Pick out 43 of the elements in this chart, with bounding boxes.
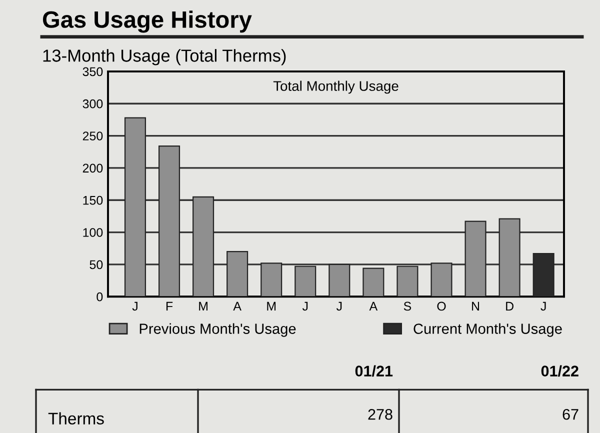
x-tick-label: M [267, 302, 276, 311]
y-tick-label: 50 [90, 260, 103, 270]
x-tick-label: J [302, 302, 308, 311]
y-tick-label: 300 [82, 99, 103, 108]
x-tick-label: S [404, 302, 412, 311]
y-tick-label: 250 [82, 132, 103, 140]
text: 01/22 [541, 365, 578, 377]
x-tick-label: F [166, 302, 173, 311]
y-tick-label: 350 [82, 67, 103, 76]
text: 278 [368, 408, 392, 420]
bar [396, 266, 418, 297]
y-tick-label: 150 [83, 196, 103, 205]
bar [464, 220, 486, 297]
bar [430, 262, 452, 297]
bar [192, 196, 214, 297]
x-tick-label: J [132, 302, 138, 311]
bar [362, 268, 384, 297]
annotation: Total Monthly Usage [273, 80, 398, 94]
x-tick-label: A [233, 302, 242, 311]
text: 67 [562, 408, 578, 420]
chart-title: Gas Usage History [42, 10, 252, 33]
text: Therms [48, 412, 104, 424]
bar [124, 117, 146, 297]
bar [498, 218, 520, 297]
x-tick-label: A [369, 302, 378, 311]
y-tick-label: 200 [82, 164, 103, 173]
x-tick-label: N [472, 302, 480, 311]
bar [294, 266, 316, 297]
text: 01/21 [355, 365, 393, 377]
bar [328, 264, 350, 297]
y-tick-label: 100 [83, 228, 103, 237]
bar [226, 251, 248, 297]
x-tick-label: M [199, 302, 208, 311]
x-tick-label: O [437, 302, 446, 311]
legend-label: Current Month's Usage [414, 323, 562, 337]
x-tick-label: D [506, 302, 514, 311]
y-tick-label: 0 [96, 292, 103, 302]
bar [158, 146, 180, 297]
chart-subtitle: 13-Month Usage (Total Therms) [43, 49, 286, 66]
x-tick-label: J [336, 302, 342, 311]
x-tick-label: J [540, 302, 546, 311]
bar [260, 262, 282, 297]
legend-label: Previous Month's Usage [140, 323, 296, 337]
